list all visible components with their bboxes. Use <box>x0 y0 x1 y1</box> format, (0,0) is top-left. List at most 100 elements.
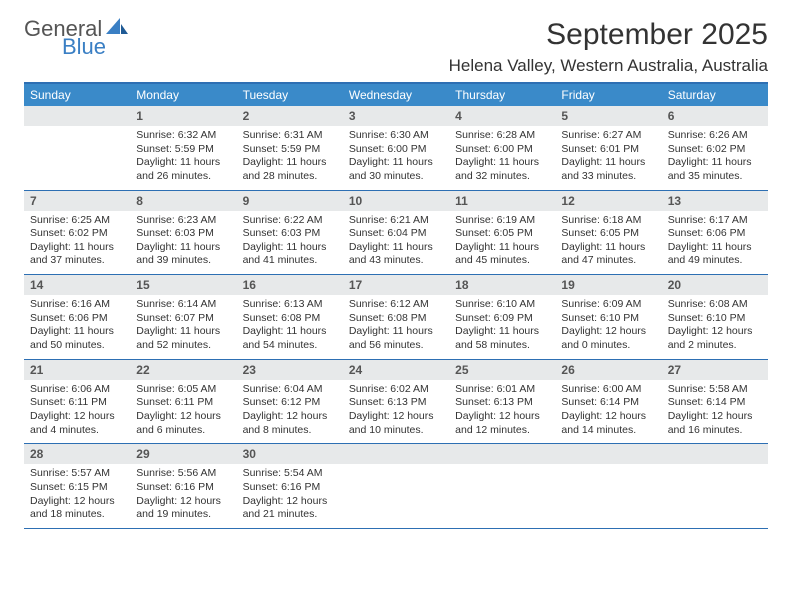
day-cell: 22Sunrise: 6:05 AMSunset: 6:11 PMDayligh… <box>130 360 236 444</box>
day-number <box>343 444 449 464</box>
day-of-week-header: Saturday <box>662 84 768 106</box>
day-line: Daylight: 12 hours and 16 minutes. <box>668 410 762 437</box>
day-cell <box>449 444 555 528</box>
day-line: Sunrise: 6:02 AM <box>349 383 443 397</box>
day-line: Sunrise: 6:10 AM <box>455 298 549 312</box>
day-number: 16 <box>237 275 343 295</box>
day-line: Sunrise: 6:30 AM <box>349 129 443 143</box>
week-row: 1Sunrise: 6:32 AMSunset: 5:59 PMDaylight… <box>24 106 768 191</box>
day-line: Sunset: 6:00 PM <box>455 143 549 157</box>
day-line: Daylight: 11 hours and 33 minutes. <box>561 156 655 183</box>
day-line: Sunrise: 6:23 AM <box>136 214 230 228</box>
day-line: Sunset: 6:11 PM <box>136 396 230 410</box>
day-body: Sunrise: 6:06 AMSunset: 6:11 PMDaylight:… <box>24 380 130 444</box>
day-body: Sunrise: 6:19 AMSunset: 6:05 PMDaylight:… <box>449 211 555 275</box>
day-number: 5 <box>555 106 661 126</box>
day-body: Sunrise: 6:08 AMSunset: 6:10 PMDaylight:… <box>662 295 768 359</box>
logo: General Blue <box>24 18 130 58</box>
day-line: Sunrise: 6:18 AM <box>561 214 655 228</box>
day-number: 1 <box>130 106 236 126</box>
day-body: Sunrise: 6:09 AMSunset: 6:10 PMDaylight:… <box>555 295 661 359</box>
day-line: Daylight: 12 hours and 21 minutes. <box>243 495 337 522</box>
day-line: Sunrise: 6:26 AM <box>668 129 762 143</box>
day-body: Sunrise: 6:12 AMSunset: 6:08 PMDaylight:… <box>343 295 449 359</box>
day-of-week-header: Wednesday <box>343 84 449 106</box>
day-line: Daylight: 12 hours and 0 minutes. <box>561 325 655 352</box>
day-body: Sunrise: 6:16 AMSunset: 6:06 PMDaylight:… <box>24 295 130 359</box>
day-line: Sunset: 6:08 PM <box>349 312 443 326</box>
day-body <box>662 464 768 514</box>
day-line: Daylight: 11 hours and 43 minutes. <box>349 241 443 268</box>
day-line: Sunrise: 6:05 AM <box>136 383 230 397</box>
day-number: 12 <box>555 191 661 211</box>
day-cell: 26Sunrise: 6:00 AMSunset: 6:14 PMDayligh… <box>555 360 661 444</box>
day-cell: 18Sunrise: 6:10 AMSunset: 6:09 PMDayligh… <box>449 275 555 359</box>
day-line: Sunset: 6:06 PM <box>30 312 124 326</box>
day-line: Sunrise: 6:16 AM <box>30 298 124 312</box>
day-line: Sunset: 6:14 PM <box>668 396 762 410</box>
day-number: 23 <box>237 360 343 380</box>
day-cell <box>555 444 661 528</box>
day-of-week-header: Thursday <box>449 84 555 106</box>
day-cell: 8Sunrise: 6:23 AMSunset: 6:03 PMDaylight… <box>130 191 236 275</box>
day-number <box>555 444 661 464</box>
day-cell: 11Sunrise: 6:19 AMSunset: 6:05 PMDayligh… <box>449 191 555 275</box>
day-cell: 21Sunrise: 6:06 AMSunset: 6:11 PMDayligh… <box>24 360 130 444</box>
day-body: Sunrise: 6:14 AMSunset: 6:07 PMDaylight:… <box>130 295 236 359</box>
day-number: 26 <box>555 360 661 380</box>
day-line: Sunset: 6:11 PM <box>30 396 124 410</box>
day-body: Sunrise: 6:10 AMSunset: 6:09 PMDaylight:… <box>449 295 555 359</box>
day-line: Sunrise: 6:28 AM <box>455 129 549 143</box>
day-body: Sunrise: 6:18 AMSunset: 6:05 PMDaylight:… <box>555 211 661 275</box>
day-cell: 28Sunrise: 5:57 AMSunset: 6:15 PMDayligh… <box>24 444 130 528</box>
day-of-week-header: Monday <box>130 84 236 106</box>
day-line: Sunset: 6:05 PM <box>561 227 655 241</box>
day-line: Sunrise: 6:31 AM <box>243 129 337 143</box>
day-line: Sunset: 6:16 PM <box>136 481 230 495</box>
day-line: Sunset: 6:00 PM <box>349 143 443 157</box>
day-number: 20 <box>662 275 768 295</box>
day-cell: 6Sunrise: 6:26 AMSunset: 6:02 PMDaylight… <box>662 106 768 190</box>
day-line: Sunrise: 5:57 AM <box>30 467 124 481</box>
day-cell: 14Sunrise: 6:16 AMSunset: 6:06 PMDayligh… <box>24 275 130 359</box>
day-cell: 1Sunrise: 6:32 AMSunset: 5:59 PMDaylight… <box>130 106 236 190</box>
day-number: 4 <box>449 106 555 126</box>
day-line: Sunset: 6:15 PM <box>30 481 124 495</box>
day-number: 15 <box>130 275 236 295</box>
day-cell <box>24 106 130 190</box>
day-line: Sunrise: 6:27 AM <box>561 129 655 143</box>
day-body: Sunrise: 6:01 AMSunset: 6:13 PMDaylight:… <box>449 380 555 444</box>
day-line: Sunset: 6:10 PM <box>668 312 762 326</box>
day-line: Sunset: 6:13 PM <box>349 396 443 410</box>
day-number: 6 <box>662 106 768 126</box>
month-title: September 2025 <box>449 18 768 52</box>
day-line: Daylight: 11 hours and 54 minutes. <box>243 325 337 352</box>
day-line: Daylight: 11 hours and 47 minutes. <box>561 241 655 268</box>
day-line: Sunset: 5:59 PM <box>136 143 230 157</box>
day-line: Daylight: 11 hours and 39 minutes. <box>136 241 230 268</box>
week-row: 14Sunrise: 6:16 AMSunset: 6:06 PMDayligh… <box>24 275 768 360</box>
day-line: Sunrise: 5:56 AM <box>136 467 230 481</box>
day-body <box>555 464 661 514</box>
day-body: Sunrise: 6:30 AMSunset: 6:00 PMDaylight:… <box>343 126 449 190</box>
day-line: Daylight: 11 hours and 28 minutes. <box>243 156 337 183</box>
day-line: Daylight: 12 hours and 12 minutes. <box>455 410 549 437</box>
day-line: Daylight: 12 hours and 10 minutes. <box>349 410 443 437</box>
logo-word2: Blue <box>62 36 130 58</box>
day-number: 11 <box>449 191 555 211</box>
day-of-week-row: SundayMondayTuesdayWednesdayThursdayFrid… <box>24 84 768 106</box>
day-cell: 30Sunrise: 5:54 AMSunset: 6:16 PMDayligh… <box>237 444 343 528</box>
day-body: Sunrise: 6:00 AMSunset: 6:14 PMDaylight:… <box>555 380 661 444</box>
calendar: SundayMondayTuesdayWednesdayThursdayFrid… <box>24 82 768 529</box>
day-number: 13 <box>662 191 768 211</box>
day-body: Sunrise: 6:22 AMSunset: 6:03 PMDaylight:… <box>237 211 343 275</box>
day-line: Daylight: 11 hours and 26 minutes. <box>136 156 230 183</box>
day-body: Sunrise: 5:57 AMSunset: 6:15 PMDaylight:… <box>24 464 130 528</box>
day-body: Sunrise: 6:02 AMSunset: 6:13 PMDaylight:… <box>343 380 449 444</box>
day-cell: 4Sunrise: 6:28 AMSunset: 6:00 PMDaylight… <box>449 106 555 190</box>
day-number <box>449 444 555 464</box>
day-number: 14 <box>24 275 130 295</box>
week-row: 21Sunrise: 6:06 AMSunset: 6:11 PMDayligh… <box>24 360 768 445</box>
day-body <box>24 126 130 176</box>
day-number: 28 <box>24 444 130 464</box>
